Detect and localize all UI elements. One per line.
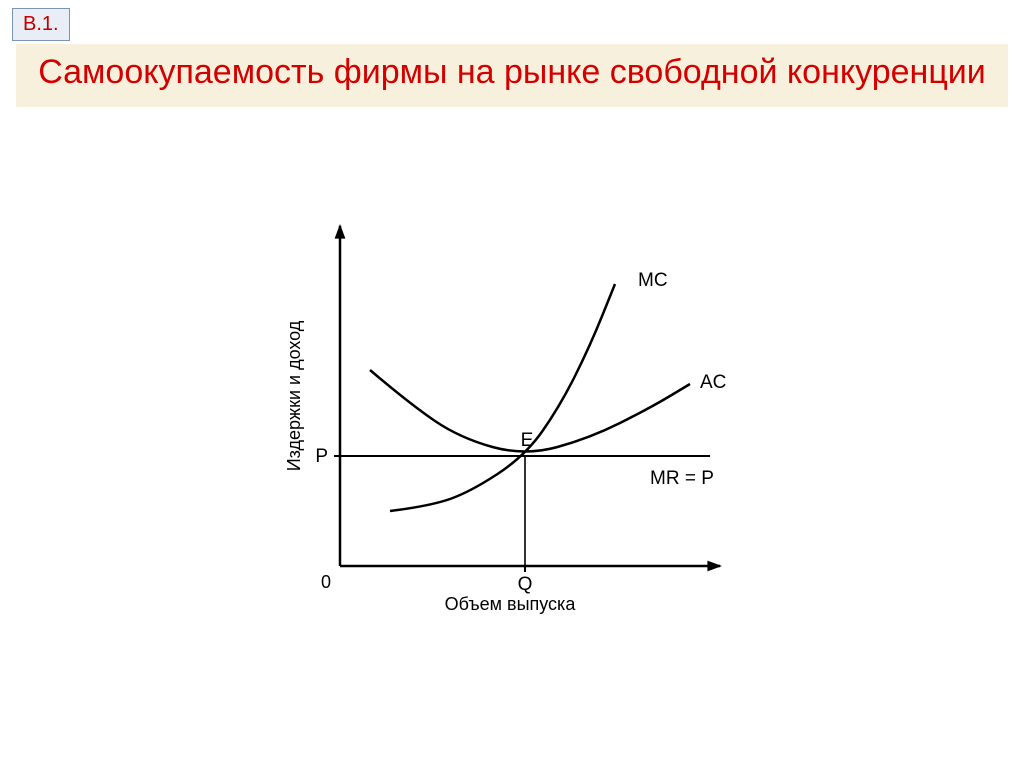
svg-text:P: P — [315, 446, 328, 467]
svg-text:E: E — [521, 430, 534, 451]
svg-text:0: 0 — [321, 572, 331, 592]
svg-text:Издержки и доход: Издержки и доход — [284, 320, 304, 471]
page-title: Самоокупаемость фирмы на рынке свободной… — [32, 52, 992, 93]
svg-text:Объем выпуска: Объем выпуска — [445, 594, 577, 614]
svg-text:Q: Q — [518, 574, 533, 595]
chart-svg: 0 Объем выпуска Издержки и доход P Q MR = P E M… — [270, 206, 750, 636]
section-badge-text: В.1. — [23, 13, 59, 35]
section-badge: В.1. — [12, 8, 70, 41]
economics-chart: 0 Объем выпуска Издержки и доход P Q MR = P E M… — [270, 206, 750, 636]
svg-text:MR = P: MR = P — [650, 468, 714, 489]
svg-text:AC: AC — [700, 372, 726, 393]
svg-text:MC: MC — [638, 270, 668, 291]
title-band: Самоокупаемость фирмы на рынке свободной… — [16, 44, 1008, 107]
